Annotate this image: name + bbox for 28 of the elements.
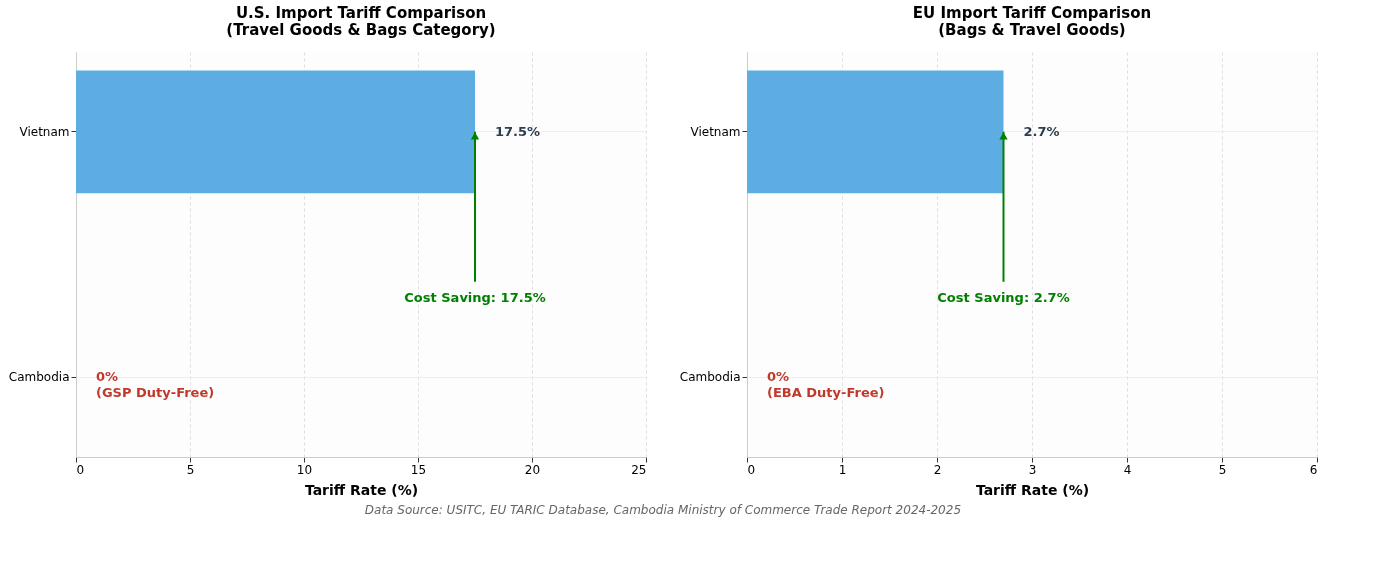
x-tick-label: 3 xyxy=(1028,462,1037,477)
x-tick-label: 0 xyxy=(76,462,85,477)
x-axis-title: Tariff Rate (%) xyxy=(975,481,1090,498)
x-tick-label: 5 xyxy=(186,462,195,477)
source-note: Data Source: USITC, EU TARIC Database, Cambodia Ministry of Commerce Trade Report 2024-2025 xyxy=(364,503,962,517)
data-label: 2.7% xyxy=(1023,123,1060,139)
x-tick-label: 1 xyxy=(838,462,847,477)
y-tick-label: Vietnam xyxy=(690,124,741,139)
chart-title: EU Import Tariff Comparison (Bags & Travel Goods) xyxy=(912,4,1152,39)
x-axis-title: Tariff Rate (%) xyxy=(304,481,419,498)
x-tick-label: 10 xyxy=(296,462,313,477)
x-tick-label: 2 xyxy=(933,462,942,477)
x-tick-label: 20 xyxy=(524,462,541,477)
y-tick-label: Cambodia xyxy=(8,370,70,385)
y-tick-label: Vietnam xyxy=(19,124,70,139)
chart-title: U.S. Import Tariff Comparison (Travel Goods & Bags Category) xyxy=(226,4,496,39)
x-tick-label: 0 xyxy=(747,462,756,477)
x-tick-label: 25 xyxy=(631,462,647,477)
y-tick-label: Cambodia xyxy=(679,370,741,385)
x-tick-label: 4 xyxy=(1123,462,1132,477)
x-tick-label: 15 xyxy=(410,462,427,477)
annotation: Cost Saving: 17.5% xyxy=(404,289,546,305)
data-label: 0% (GSP Duty-Free) xyxy=(96,369,215,401)
x-tick-label: 5 xyxy=(1218,462,1227,477)
x-tick-label: 6 xyxy=(1309,462,1318,477)
annotation: Cost Saving: 2.7% xyxy=(937,289,1070,305)
data-label: 17.5% xyxy=(495,123,541,139)
data-label: 0% (EBA Duty-Free) xyxy=(767,369,885,401)
